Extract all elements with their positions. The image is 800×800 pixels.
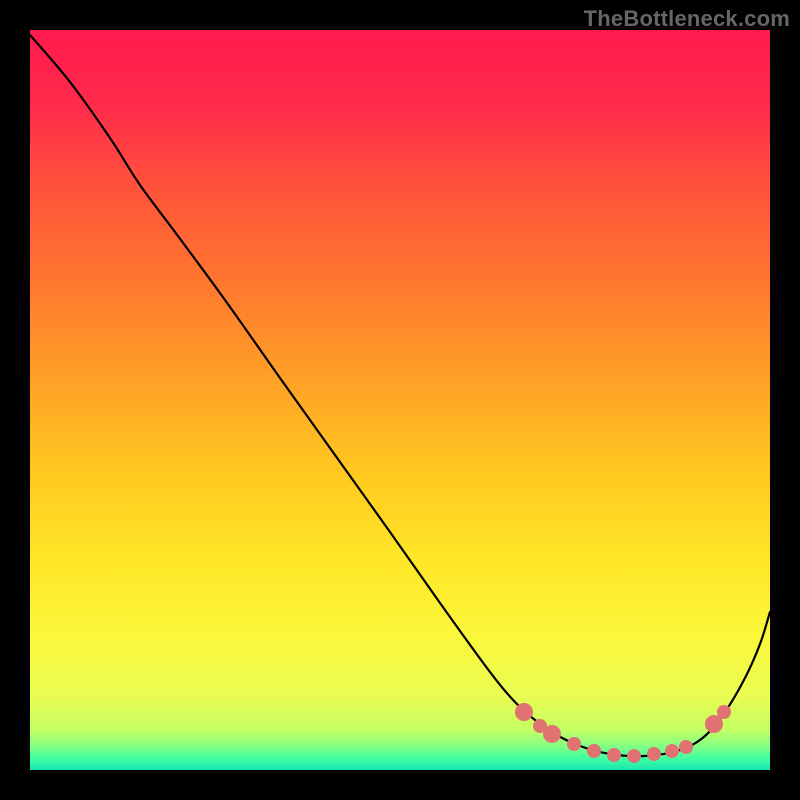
trough-marker bbox=[515, 703, 533, 721]
trough-marker bbox=[717, 705, 731, 719]
trough-marker bbox=[679, 740, 693, 754]
trough-marker bbox=[607, 748, 621, 762]
trough-marker bbox=[587, 744, 601, 758]
trough-marker bbox=[647, 747, 661, 761]
trough-marker bbox=[567, 737, 581, 751]
watermark-text: TheBottleneck.com bbox=[584, 6, 790, 32]
trough-marker bbox=[665, 744, 679, 758]
plot-area bbox=[30, 30, 770, 770]
chart-container: TheBottleneck.com bbox=[0, 0, 800, 800]
trough-marker bbox=[543, 725, 561, 743]
trough-marker bbox=[627, 749, 641, 763]
bottleneck-chart bbox=[0, 0, 800, 800]
